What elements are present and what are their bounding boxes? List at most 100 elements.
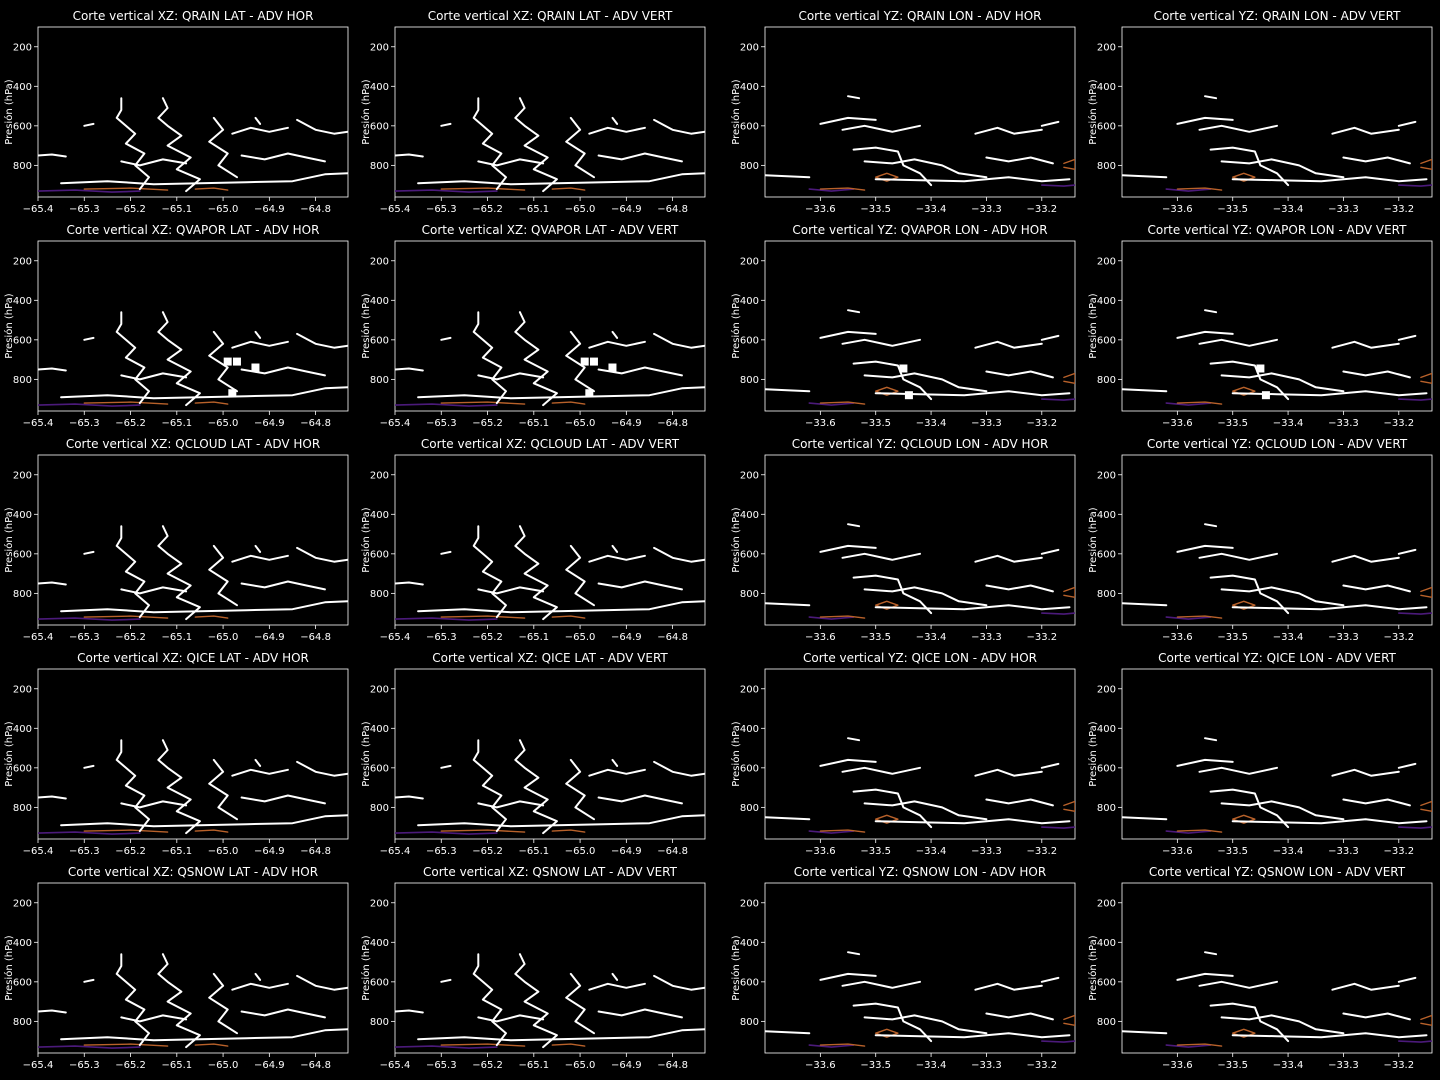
marker bbox=[589, 357, 598, 366]
contour-positive bbox=[1420, 1014, 1432, 1026]
subplot-title: Corte vertical XZ: QICE LAT - ADV VERT bbox=[432, 651, 668, 665]
x-tick-label: −65.4 bbox=[380, 1060, 411, 1071]
subplot-title: Corte vertical YZ: QVAPOR LON - ADV HOR bbox=[792, 223, 1047, 237]
contour-line bbox=[1204, 309, 1218, 314]
contour-line bbox=[985, 798, 1054, 807]
contour-line bbox=[115, 953, 150, 1047]
y-axis-label: Presión (hPa) bbox=[360, 507, 372, 572]
x-tick-label: −33.3 bbox=[1328, 418, 1359, 429]
y-axis-label: Presión (hPa) bbox=[730, 79, 742, 144]
contour-group bbox=[395, 525, 705, 621]
contour-line bbox=[588, 982, 646, 991]
y-tick-label: 400 bbox=[13, 296, 32, 307]
x-tick-label: −33.5 bbox=[860, 204, 891, 215]
contour-line bbox=[819, 544, 877, 553]
contour-line bbox=[847, 523, 861, 528]
contour-line bbox=[120, 158, 188, 167]
contour-line bbox=[60, 172, 348, 186]
y-tick-label: 600 bbox=[370, 763, 389, 774]
x-tick-label: −33.5 bbox=[1217, 632, 1248, 643]
subplot-title: Corte vertical XZ: QSNOW LAT - ADV HOR bbox=[68, 865, 318, 879]
x-tick-label: −33.4 bbox=[916, 204, 947, 215]
contour-positive bbox=[1176, 829, 1223, 833]
contour-line bbox=[1176, 544, 1234, 553]
subplot-20: Corte vertical YZ: QSNOW LON - ADV VERT P… bbox=[1087, 865, 1433, 1071]
x-tick-label: −33.6 bbox=[805, 632, 836, 643]
y-tick-label: 200 bbox=[740, 470, 759, 481]
x-tick-label: −65.0 bbox=[208, 632, 239, 643]
x-tick-label: −33.4 bbox=[1273, 632, 1304, 643]
y-tick-label: 400 bbox=[740, 296, 759, 307]
contour-negative bbox=[1165, 402, 1212, 406]
x-tick-label: −33.6 bbox=[1162, 418, 1193, 429]
contour-line bbox=[841, 124, 921, 133]
y-axis-label: Presión (hPa) bbox=[1087, 507, 1099, 572]
y-tick-label: 400 bbox=[370, 296, 389, 307]
contour-line bbox=[1209, 1002, 1290, 1043]
contour-line bbox=[841, 980, 921, 989]
contour-line bbox=[477, 158, 545, 167]
contour-line bbox=[611, 330, 619, 339]
y-tick-label: 400 bbox=[370, 938, 389, 949]
subplot-2: Corte vertical XZ: QRAIN LAT - ADV VERT P… bbox=[360, 9, 706, 215]
subplot-19: Corte vertical YZ: QSNOW LON - ADV HOR Pr… bbox=[730, 865, 1076, 1071]
x-tick-label: −33.6 bbox=[805, 204, 836, 215]
marker bbox=[580, 357, 589, 366]
subplot-title: Corte vertical YZ: QSNOW LON - ADV VERT bbox=[1149, 865, 1406, 879]
contour-line bbox=[440, 978, 452, 983]
contour-line bbox=[296, 974, 348, 991]
y-tick-label: 400 bbox=[13, 82, 32, 93]
subplot-title: Corte vertical YZ: QICE LON - ADV VERT bbox=[1158, 651, 1396, 665]
subplot-title: Corte vertical XZ: QCLOUD LAT - ADV HOR bbox=[66, 437, 320, 451]
marker bbox=[232, 357, 241, 366]
contour-positive bbox=[83, 187, 169, 191]
y-axis-label: Presión (hPa) bbox=[3, 721, 15, 786]
contour-positive bbox=[440, 401, 526, 405]
x-tick-label: −64.8 bbox=[300, 846, 331, 857]
x-tick-label: −33.2 bbox=[1026, 846, 1057, 857]
contour-negative bbox=[808, 830, 855, 834]
contour-line bbox=[115, 739, 150, 833]
contour-line bbox=[1040, 334, 1060, 341]
plot-area bbox=[1121, 454, 1433, 626]
x-tick-label: −65.2 bbox=[472, 846, 503, 857]
contour-line bbox=[765, 388, 811, 393]
x-tick-label: −64.9 bbox=[611, 846, 642, 857]
x-tick-label: −33.6 bbox=[805, 418, 836, 429]
contour-line bbox=[1040, 120, 1060, 127]
subplot-title: Corte vertical YZ: QCLOUD LON - ADV HOR bbox=[792, 437, 1049, 451]
x-tick-label: −65.3 bbox=[69, 846, 100, 857]
contour-line bbox=[852, 574, 933, 615]
plot-area bbox=[764, 882, 1076, 1054]
contour-line bbox=[1342, 1012, 1411, 1021]
contour-line bbox=[231, 982, 289, 991]
contour-line bbox=[514, 525, 558, 621]
plot-area bbox=[394, 26, 706, 198]
contour-line bbox=[1040, 976, 1060, 983]
x-tick-label: −65.0 bbox=[208, 1060, 239, 1071]
contour-group bbox=[395, 953, 705, 1049]
y-tick-label: 400 bbox=[1097, 510, 1116, 521]
contour-negative bbox=[1041, 612, 1075, 615]
y-tick-label: 400 bbox=[370, 510, 389, 521]
contour-line bbox=[819, 330, 877, 339]
x-tick-label: −33.6 bbox=[1162, 846, 1193, 857]
contour-line bbox=[974, 982, 1043, 991]
contour-line bbox=[1122, 816, 1168, 821]
x-tick-label: −65.2 bbox=[472, 1060, 503, 1071]
x-tick-label: −33.2 bbox=[1026, 204, 1057, 215]
contour-line bbox=[231, 340, 289, 349]
contour-positive bbox=[819, 187, 866, 191]
y-tick-label: 800 bbox=[370, 375, 389, 386]
x-tick-label: −64.9 bbox=[254, 632, 285, 643]
y-axis-label: Presión (hPa) bbox=[360, 721, 372, 786]
contour-positive bbox=[551, 615, 586, 619]
contour-group bbox=[395, 311, 705, 407]
contour-positive bbox=[1420, 158, 1432, 170]
contour-positive bbox=[1176, 615, 1223, 619]
x-tick-label: −65.2 bbox=[115, 418, 146, 429]
contour-line bbox=[254, 758, 262, 767]
x-tick-label: −33.3 bbox=[971, 632, 1002, 643]
marker bbox=[608, 363, 617, 372]
x-tick-label: −33.6 bbox=[1162, 1060, 1193, 1071]
